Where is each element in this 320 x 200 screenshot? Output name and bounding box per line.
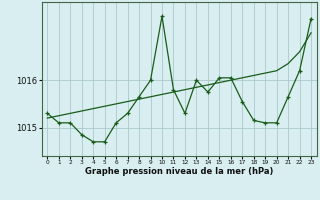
X-axis label: Graphe pression niveau de la mer (hPa): Graphe pression niveau de la mer (hPa) (85, 167, 273, 176)
